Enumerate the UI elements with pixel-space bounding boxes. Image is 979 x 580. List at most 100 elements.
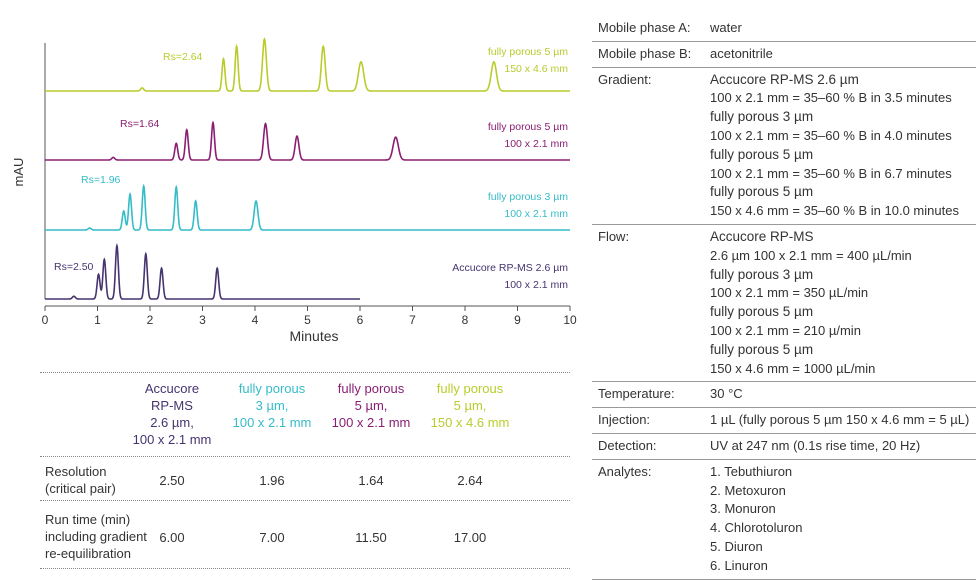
rs-label: Rs=1.96 bbox=[81, 174, 121, 186]
trace-label: 100 x 2.1 mm bbox=[504, 138, 568, 150]
condition-text: 5. Diuron bbox=[710, 538, 763, 554]
column-header-line: 5 µm, bbox=[354, 398, 388, 413]
x-tick-label: 10 bbox=[563, 313, 577, 327]
trace-label: Accucore RP-MS 2.6 µm bbox=[452, 262, 568, 274]
column-header: Accucore RP-MS 2.6 µm, 100 x 2.1 mm bbox=[117, 380, 227, 448]
condition-text: 2. Metoxuron bbox=[710, 482, 786, 498]
column-header-line: 150 x 4.6 mm bbox=[430, 415, 510, 430]
condition-row: Gradient: Accucore RP-MS 2.6 µm 100 x 2.1 … bbox=[592, 68, 976, 225]
y-axis-label: mAU bbox=[11, 158, 26, 187]
condition-subheading: Accucore RP-MS 2.6 µm bbox=[710, 71, 859, 87]
column-header-line: 100 x 2.1 mm bbox=[132, 432, 212, 447]
condition-text: 1. Tebuthiuron bbox=[710, 463, 793, 479]
chromatogram-trace bbox=[45, 183, 570, 231]
table-cell: 6.00 bbox=[159, 529, 185, 545]
chromatogram-trace bbox=[45, 242, 360, 300]
condition-subheading: fully porous 5 µm bbox=[710, 184, 814, 200]
condition-label: Injection: bbox=[598, 412, 651, 428]
condition-text: 100 x 2.1 mm = 210 µ/min bbox=[710, 322, 861, 338]
condition-subheading: fully porous 5 µm bbox=[710, 304, 814, 320]
rs-label: Rs=2.64 bbox=[163, 51, 203, 63]
column-header-line: fully porous bbox=[337, 381, 405, 396]
column-header: fully porous 5 µm, 150 x 4.6 mm bbox=[415, 380, 525, 431]
chromatogram-chart: 0 1 2 3 4 5 6 7 8 9 10 Minutes mAU Rs=2.64 fully poro… bbox=[11, 37, 577, 344]
condition-subheading: fully porous 3 µm bbox=[710, 109, 814, 125]
x-axis-label: Minutes bbox=[289, 328, 338, 344]
condition-row: Flow: Accucore RP-MS 2.6 µm 100 x 2.1 mm =… bbox=[592, 225, 976, 383]
condition-subheading: Accucore RP-MS bbox=[710, 228, 814, 244]
column-header: fully porous 5 µm, 100 x 2.1 mm bbox=[316, 380, 426, 431]
condition-text: 150 x 4.6 mm = 35–60 % B in 10.0 minutes bbox=[710, 203, 959, 219]
condition-label: Analytes: bbox=[598, 463, 652, 479]
condition-text: 1 µL (fully porous 5 µm 150 x 4.6 mm = 5… bbox=[710, 412, 970, 428]
x-tick-label: 1 bbox=[94, 313, 101, 327]
chart-axes: 0 1 2 3 4 5 6 7 8 9 10 Minutes mAU bbox=[11, 43, 577, 344]
condition-text: 150 x 4.6 mm = 1000 µL/min bbox=[710, 360, 876, 376]
table-divider bbox=[40, 568, 570, 569]
rs-label: Rs=1.64 bbox=[120, 118, 160, 130]
x-tick-label: 3 bbox=[199, 313, 206, 327]
trace-label: fully porous 5 µm bbox=[488, 121, 568, 133]
condition-subheading: fully porous 3 µm bbox=[710, 266, 814, 282]
condition-label: Detection: bbox=[598, 437, 657, 453]
row-label: Resolution (critical pair) bbox=[45, 463, 116, 497]
condition-text: 6. Linuron bbox=[710, 557, 768, 573]
rs-label: Rs=2.50 bbox=[54, 261, 94, 273]
column-header-line: fully porous bbox=[238, 381, 306, 396]
condition-text: 2.6 µm 100 x 2.1 mm = 400 µL/min bbox=[710, 247, 912, 263]
trace-label: fully porous 3 µm bbox=[488, 191, 568, 203]
condition-text: 4. Chlorotoluron bbox=[710, 520, 803, 536]
x-tick-label: 9 bbox=[514, 313, 521, 327]
condition-row: Injection: 1 µL (fully porous 5 µm 150 x … bbox=[592, 408, 976, 434]
condition-text: UV at 247 nm (0.1s rise time, 20 Hz) bbox=[710, 437, 921, 453]
x-tick-label: 2 bbox=[147, 313, 154, 327]
condition-subheading: fully porous 5 µm bbox=[710, 341, 814, 357]
chart-labels: Rs=2.64 fully porous 5 µm 150 x 4.6 mm Rs=1… bbox=[54, 46, 568, 291]
table-cell: 17.00 bbox=[453, 529, 487, 545]
x-tick-label: 8 bbox=[462, 313, 469, 327]
trace-label: 100 x 2.1 mm bbox=[504, 208, 568, 220]
condition-text: 30 °C bbox=[710, 386, 743, 402]
condition-label: Mobile phase A: bbox=[598, 20, 691, 35]
condition-text: water bbox=[710, 20, 742, 35]
condition-text: 100 x 2.1 mm = 350 µL/min bbox=[710, 285, 869, 301]
column-header-line: 100 x 2.1 mm bbox=[331, 415, 411, 430]
row-label-line: including gradient bbox=[45, 529, 147, 544]
table-divider bbox=[40, 372, 570, 373]
row-label: Run time (min) including gradient re-equil… bbox=[45, 511, 147, 562]
condition-row: Mobile phase B: acetonitrile bbox=[592, 42, 976, 68]
x-tick-label: 4 bbox=[252, 313, 259, 327]
trace-label: fully porous 5 µm bbox=[488, 46, 568, 58]
condition-row: Detection: UV at 247 nm (0.1s rise time, … bbox=[592, 434, 976, 460]
condition-label: Flow: bbox=[598, 228, 630, 244]
row-label-line: Run time (min) bbox=[45, 512, 131, 527]
trace-label: 150 x 4.6 mm bbox=[504, 63, 568, 75]
condition-row: Analytes: 1. Tebuthiuron 2. Metoxuron 3. Mo… bbox=[592, 460, 976, 580]
x-tick-label: 0 bbox=[42, 313, 49, 327]
condition-value: 1. Tebuthiuron 2. Metoxuron 3. Monuron 4. C… bbox=[710, 463, 976, 576]
condition-text: 3. Monuron bbox=[710, 501, 776, 517]
column-header-line: 100 x 2.1 mm bbox=[232, 415, 312, 430]
condition-label: Mobile phase B: bbox=[598, 45, 692, 61]
condition-text: 100 x 2.1 mm = 35–60 % B in 4.0 minutes bbox=[710, 127, 952, 143]
condition-value: water bbox=[710, 19, 976, 38]
column-header-line: Accucore bbox=[144, 381, 200, 396]
row-label-line: re-equilibration bbox=[45, 546, 131, 561]
conditions-panel: Mobile phase A: water Mobile phase B: aceto… bbox=[592, 16, 976, 580]
condition-value: Accucore RP-MS 2.6 µm 100 x 2.1 mm = 400 … bbox=[710, 228, 976, 378]
table-divider bbox=[40, 500, 570, 501]
row-label-line: Resolution bbox=[45, 464, 107, 479]
chart-traces bbox=[45, 37, 570, 300]
column-header-line: 2.6 µm, bbox=[150, 415, 194, 430]
x-tick-label: 6 bbox=[357, 313, 364, 327]
condition-value: Accucore RP-MS 2.6 µm 100 x 2.1 mm = 35–6… bbox=[710, 71, 976, 221]
x-tick-label: 7 bbox=[409, 313, 416, 327]
row-label-line: (critical pair) bbox=[45, 481, 116, 496]
condition-label: Temperature: bbox=[598, 386, 675, 402]
table-divider bbox=[40, 456, 570, 457]
column-header: fully porous 3 µm, 100 x 2.1 mm bbox=[217, 380, 327, 431]
condition-value: 30 °C bbox=[710, 385, 976, 404]
condition-text: 100 x 2.1 mm = 35–60 % B in 3.5 minutes bbox=[710, 90, 952, 106]
column-header-line: RP-MS bbox=[151, 398, 193, 413]
table-cell: 2.64 bbox=[457, 473, 483, 488]
